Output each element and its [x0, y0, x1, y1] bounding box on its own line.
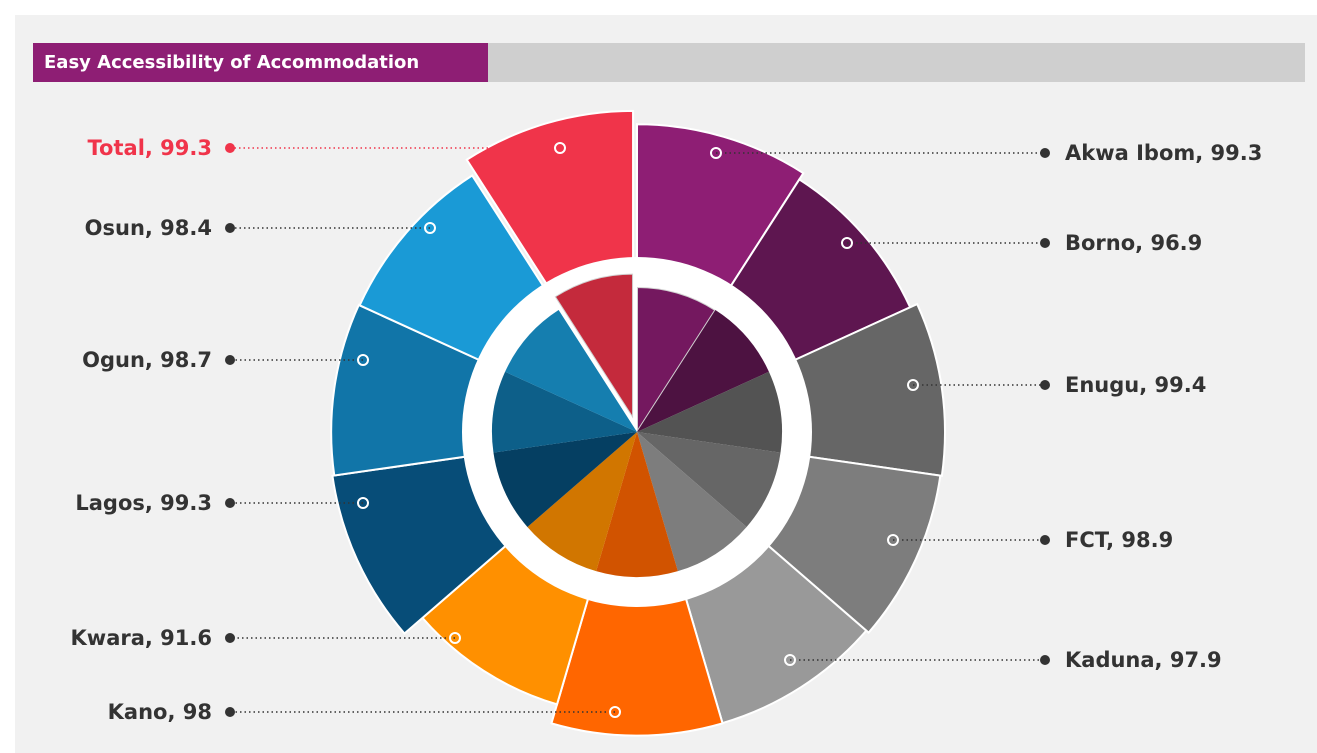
data-label: Ogun, 98.7 [82, 348, 212, 372]
inner-slice [553, 272, 635, 422]
inner-slice [637, 432, 781, 527]
dot [225, 707, 235, 717]
inner-slice [492, 371, 637, 453]
inner-shade [637, 432, 781, 527]
inner-shade [493, 432, 637, 527]
marker [710, 147, 722, 159]
data-label: Kano, 98 [108, 700, 212, 724]
marker [449, 632, 461, 644]
data-label: Akwa Ibom, 99.3 [1065, 141, 1262, 165]
marker [907, 379, 919, 391]
dot [225, 633, 235, 643]
marker [357, 497, 369, 509]
pie [330, 109, 946, 737]
data-label: Borno, 96.9 [1065, 231, 1202, 255]
data-label: Total, 99.3 [88, 136, 212, 160]
marker [784, 654, 796, 666]
marker [424, 222, 436, 234]
dot [1040, 655, 1050, 665]
dot [1040, 380, 1050, 390]
marker [357, 354, 369, 366]
inner-slice [596, 432, 678, 577]
dot [1040, 535, 1050, 545]
dot [1040, 238, 1050, 248]
inner-shade [637, 371, 782, 453]
data-label: Osun, 98.4 [85, 216, 212, 240]
labels: Akwa Ibom, 99.3 Borno, 96.9 Enugu, 99.4 FCT… [71, 136, 1263, 724]
inner-slice [637, 310, 769, 432]
dot [225, 143, 235, 153]
inner-slice [505, 310, 637, 432]
inner-slice [493, 432, 637, 527]
data-label: Kwara, 91.6 [71, 626, 212, 650]
inner-shade [527, 432, 637, 572]
inner-shade [637, 432, 747, 572]
marker [609, 706, 621, 718]
dot [225, 355, 235, 365]
data-label: FCT, 98.9 [1065, 528, 1173, 552]
title-box [33, 43, 488, 82]
chart-title: Easy Accessibility of Accommodation [44, 52, 419, 73]
data-label: Lagos, 99.3 [75, 491, 212, 515]
inner-shade [596, 432, 678, 577]
inner-shade [492, 371, 637, 453]
inner-slice [637, 432, 747, 572]
inner-slice [527, 432, 637, 572]
marker [841, 237, 853, 249]
inner-shade [505, 310, 637, 432]
inner-slice [637, 371, 782, 453]
data-label: Enugu, 99.4 [1065, 373, 1206, 397]
dot [225, 498, 235, 508]
data-label: Kaduna, 97.9 [1065, 648, 1222, 672]
marker [887, 534, 899, 546]
inner-shade [637, 287, 716, 432]
dot [225, 223, 235, 233]
inner-shade [637, 310, 769, 432]
inner-shade [554, 273, 634, 419]
inner-slice [636, 285, 717, 436]
marker [554, 142, 566, 154]
dot [1040, 148, 1050, 158]
